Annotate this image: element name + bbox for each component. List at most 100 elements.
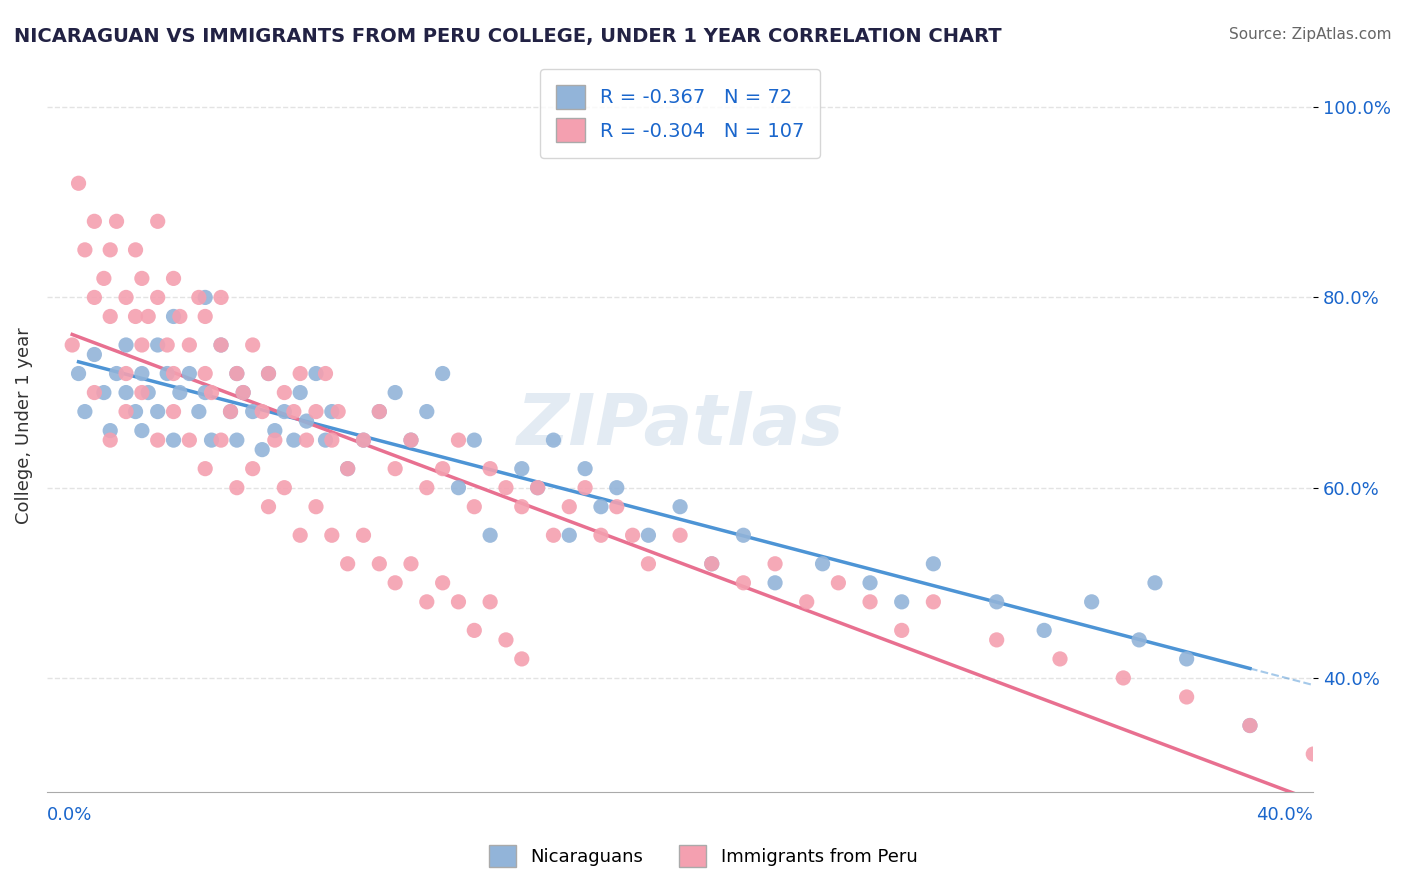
Point (187, 404, 209, 418)
Point (146, 338, 169, 352)
Point (250, 404, 273, 418)
Point (368, 404, 391, 418)
Point (621, 528, 644, 542)
Legend: Nicaraguans, Immigrants from Peru: Nicaraguans, Immigrants from Peru (481, 838, 925, 874)
Point (83, 290, 105, 304)
Point (463, 624, 485, 638)
Point (288, 385, 311, 400)
Point (124, 310, 146, 324)
Point (589, 500, 612, 514)
Point (796, 595, 818, 609)
Point (131, 367, 153, 381)
Point (305, 404, 328, 418)
Point (399, 433, 422, 447)
Point (526, 481, 548, 495)
Point (416, 481, 439, 495)
Point (179, 338, 201, 352)
Point (131, 424, 153, 438)
Point (479, 461, 502, 475)
Point (219, 404, 242, 418)
Point (859, 595, 882, 609)
Point (447, 481, 470, 495)
Point (463, 500, 485, 514)
Point (510, 461, 533, 475)
Text: Source: ZipAtlas.com: Source: ZipAtlas.com (1229, 27, 1392, 42)
Point (83, 214, 105, 228)
Point (295, 414, 318, 428)
Point (257, 500, 280, 514)
Point (305, 500, 328, 514)
Point (115, 404, 138, 418)
Legend: R = -0.367   N = 72, R = -0.304   N = 107: R = -0.367 N = 72, R = -0.304 N = 107 (540, 70, 820, 158)
Text: 0.0%: 0.0% (46, 806, 93, 824)
Point (242, 404, 264, 418)
Point (209, 338, 232, 352)
Point (353, 433, 375, 447)
Text: NICARAGUAN VS IMMIGRANTS FROM PERU COLLEGE, UNDER 1 YEAR CORRELATION CHART: NICARAGUAN VS IMMIGRANTS FROM PERU COLLE… (14, 27, 1001, 45)
Point (479, 595, 502, 609)
Point (763, 557, 786, 571)
Point (526, 481, 548, 495)
Point (273, 404, 295, 418)
Point (479, 528, 502, 542)
Point (510, 500, 533, 514)
Point (1302, 747, 1324, 761)
Point (209, 290, 232, 304)
Point (986, 632, 1008, 647)
Point (179, 367, 201, 381)
Point (162, 367, 184, 381)
Point (273, 481, 295, 495)
Point (1080, 595, 1102, 609)
Point (131, 338, 153, 352)
Text: 40.0%: 40.0% (1257, 806, 1313, 824)
Point (1143, 575, 1166, 590)
Point (162, 310, 184, 324)
Point (200, 385, 222, 400)
Point (156, 367, 179, 381)
Point (98, 243, 121, 257)
Point (1175, 690, 1198, 704)
Point (98, 310, 121, 324)
Point (1049, 652, 1071, 666)
Point (353, 528, 375, 542)
Point (105, 367, 128, 381)
Point (1112, 671, 1135, 685)
Point (288, 367, 311, 381)
Point (98, 433, 121, 447)
Point (115, 290, 138, 304)
Point (543, 528, 565, 542)
Point (399, 433, 422, 447)
Point (242, 338, 264, 352)
Point (305, 367, 328, 381)
Point (225, 367, 247, 381)
Point (811, 557, 834, 571)
Point (558, 500, 581, 514)
Point (510, 652, 533, 666)
Point (495, 481, 517, 495)
Point (733, 528, 755, 542)
Point (1175, 652, 1198, 666)
Point (432, 367, 454, 381)
Point (283, 433, 305, 447)
Point (169, 385, 191, 400)
Point (263, 424, 285, 438)
Point (384, 385, 406, 400)
Point (447, 433, 470, 447)
Point (384, 461, 406, 475)
Point (93, 385, 115, 400)
Point (700, 557, 723, 571)
Point (225, 481, 247, 495)
Point (263, 433, 285, 447)
Point (232, 385, 254, 400)
Point (187, 290, 209, 304)
Point (700, 557, 723, 571)
Point (432, 461, 454, 475)
Point (495, 632, 517, 647)
Point (288, 528, 311, 542)
Point (225, 433, 247, 447)
Point (67, 367, 90, 381)
Point (432, 575, 454, 590)
Point (543, 433, 565, 447)
Point (146, 290, 169, 304)
Point (194, 290, 217, 304)
